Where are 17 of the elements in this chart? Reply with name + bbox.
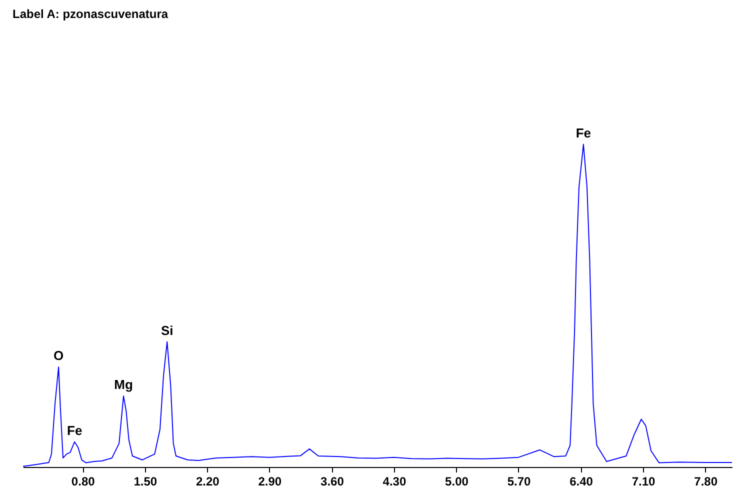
x-tick-label: 2.90 [258, 474, 282, 488]
annotation: Si [160, 322, 174, 338]
x-tick-label: 7.10 [632, 474, 656, 488]
x-tick-label: 0.80 [71, 474, 96, 488]
annotation: Mg [114, 377, 133, 392]
annotation: O [54, 348, 64, 363]
x-tick-label: 6.40 [570, 474, 594, 488]
x-tick-label: 2.20 [196, 474, 220, 488]
x-tick-label: 5.70 [507, 474, 531, 488]
annotation: Fe [576, 125, 592, 140]
x-tick-label: 5.00 [445, 474, 469, 488]
x-tick-label: 4.30 [382, 474, 406, 488]
chart-title: Label A: pzonascuvenatura [12, 7, 168, 21]
x-tick-label: 3.60 [320, 474, 344, 488]
x-tick-label: 1.50 [134, 474, 158, 488]
annotation: Fe [67, 422, 82, 438]
x-tick-label: 7.80 [694, 474, 718, 488]
